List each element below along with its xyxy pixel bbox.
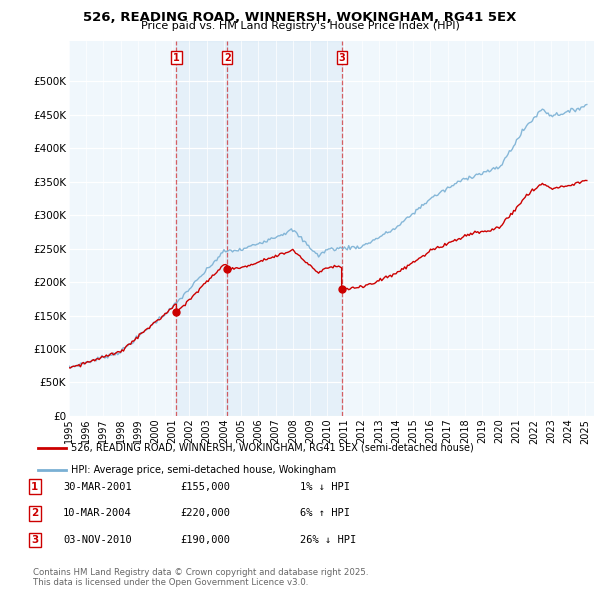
Text: 1: 1 — [173, 53, 180, 63]
Text: 3: 3 — [338, 53, 345, 63]
Text: 1% ↓ HPI: 1% ↓ HPI — [300, 482, 350, 491]
Text: 10-MAR-2004: 10-MAR-2004 — [63, 509, 132, 518]
Text: HPI: Average price, semi-detached house, Wokingham: HPI: Average price, semi-detached house,… — [71, 465, 337, 475]
Text: 6% ↑ HPI: 6% ↑ HPI — [300, 509, 350, 518]
Bar — [176, 41, 227, 416]
Text: £220,000: £220,000 — [180, 509, 230, 518]
Text: 526, READING ROAD, WINNERSH, WOKINGHAM, RG41 5EX: 526, READING ROAD, WINNERSH, WOKINGHAM, … — [83, 11, 517, 24]
Text: 2: 2 — [224, 53, 230, 63]
Text: 30-MAR-2001: 30-MAR-2001 — [63, 482, 132, 491]
Text: 03-NOV-2010: 03-NOV-2010 — [63, 535, 132, 545]
Text: 26% ↓ HPI: 26% ↓ HPI — [300, 535, 356, 545]
Text: 2: 2 — [31, 509, 38, 518]
Text: 3: 3 — [31, 535, 38, 545]
Text: Price paid vs. HM Land Registry's House Price Index (HPI): Price paid vs. HM Land Registry's House … — [140, 21, 460, 31]
Text: 1: 1 — [31, 482, 38, 491]
Text: £155,000: £155,000 — [180, 482, 230, 491]
Text: 526, READING ROAD, WINNERSH, WOKINGHAM, RG41 5EX (semi-detached house): 526, READING ROAD, WINNERSH, WOKINGHAM, … — [71, 442, 474, 453]
Text: £190,000: £190,000 — [180, 535, 230, 545]
Text: Contains HM Land Registry data © Crown copyright and database right 2025.
This d: Contains HM Land Registry data © Crown c… — [33, 568, 368, 587]
Bar — [227, 41, 341, 416]
